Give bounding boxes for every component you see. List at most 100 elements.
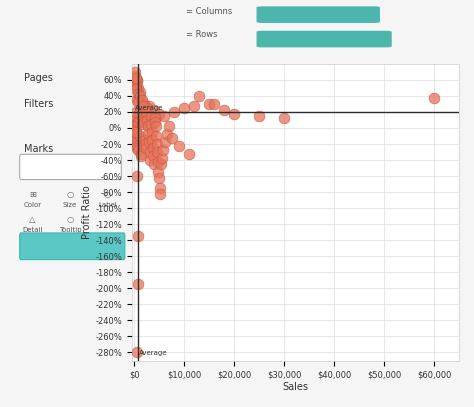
- Point: [143, 109, 150, 115]
- Point: [134, 233, 142, 239]
- Point: [137, 133, 144, 139]
- Point: [135, 85, 142, 91]
- Point: [147, 113, 155, 119]
- Point: [133, 109, 140, 115]
- Point: [160, 147, 167, 154]
- Text: Label: Label: [98, 202, 117, 208]
- Point: [146, 157, 154, 163]
- Point: [131, 69, 139, 75]
- Point: [154, 158, 162, 165]
- Point: [133, 349, 141, 356]
- Text: Average: Average: [135, 105, 164, 111]
- Point: [175, 142, 183, 149]
- Point: [138, 121, 146, 127]
- Point: [161, 113, 168, 119]
- Point: [132, 126, 139, 133]
- Point: [142, 145, 150, 151]
- Point: [134, 173, 141, 179]
- Point: [132, 81, 140, 87]
- Text: ⊞: ⊞: [29, 190, 36, 199]
- Text: △: △: [29, 215, 36, 224]
- Point: [132, 134, 140, 141]
- Point: [144, 123, 152, 130]
- Point: [205, 101, 213, 107]
- Point: [141, 137, 149, 143]
- Point: [181, 105, 188, 111]
- Text: « Circle: « Circle: [54, 157, 86, 166]
- Point: [148, 129, 155, 135]
- Point: [133, 139, 140, 146]
- FancyBboxPatch shape: [256, 7, 380, 23]
- Point: [134, 91, 142, 98]
- Point: [152, 123, 160, 129]
- Point: [140, 118, 147, 125]
- Point: [136, 93, 144, 99]
- Point: [155, 175, 163, 181]
- Text: Color: Color: [24, 202, 42, 208]
- Point: [147, 121, 155, 127]
- Point: [156, 185, 164, 191]
- Text: = Rows: = Rows: [186, 30, 218, 39]
- Point: [281, 115, 288, 122]
- Point: [154, 149, 161, 155]
- Point: [132, 131, 140, 138]
- Text: ○: ○: [66, 215, 73, 224]
- Text: = Columns: = Columns: [186, 7, 232, 16]
- Point: [191, 102, 198, 109]
- Point: [134, 99, 142, 105]
- Point: [171, 109, 178, 115]
- Point: [156, 190, 164, 197]
- Point: [142, 141, 149, 147]
- Point: [255, 113, 263, 119]
- Point: [145, 139, 153, 146]
- Point: [148, 137, 156, 143]
- Point: [139, 102, 146, 109]
- Point: [155, 169, 162, 175]
- Point: [137, 150, 145, 157]
- Point: [162, 139, 169, 146]
- Text: Product Name: Product Name: [36, 240, 103, 249]
- X-axis label: Sales: Sales: [283, 382, 309, 392]
- FancyBboxPatch shape: [256, 31, 392, 47]
- Point: [430, 94, 438, 101]
- Text: AGG(Profit Ratio): AGG(Profit Ratio): [288, 34, 360, 43]
- Point: [137, 89, 144, 95]
- Point: [138, 99, 146, 105]
- Point: [145, 131, 152, 138]
- Point: [135, 115, 143, 122]
- Point: [146, 102, 153, 109]
- Point: [138, 97, 146, 103]
- Point: [131, 117, 138, 123]
- Point: [135, 281, 142, 288]
- Point: [135, 118, 142, 125]
- Point: [133, 97, 140, 103]
- Point: [135, 94, 143, 101]
- Text: Average: Average: [139, 350, 168, 357]
- Y-axis label: Profit Ratio: Profit Ratio: [82, 185, 92, 239]
- Text: ○: ○: [104, 190, 111, 199]
- Text: Size: Size: [63, 202, 77, 208]
- Point: [134, 147, 142, 154]
- Point: [134, 78, 141, 85]
- Point: [132, 129, 139, 135]
- Text: SUM(Sales): SUM(Sales): [294, 9, 342, 18]
- Point: [149, 153, 157, 159]
- Point: [153, 141, 161, 147]
- Point: [135, 110, 143, 117]
- Point: [220, 107, 228, 114]
- Point: [140, 101, 148, 107]
- Text: Filters: Filters: [24, 99, 54, 109]
- Point: [131, 121, 139, 127]
- Point: [158, 155, 165, 162]
- Point: [136, 107, 143, 114]
- Point: [132, 129, 140, 135]
- Point: [153, 133, 160, 139]
- Text: Pages: Pages: [24, 73, 53, 83]
- Point: [133, 77, 141, 83]
- Point: [195, 93, 203, 99]
- Point: [137, 153, 145, 159]
- Point: [185, 150, 193, 157]
- Point: [132, 72, 139, 79]
- FancyBboxPatch shape: [20, 154, 121, 179]
- Point: [157, 161, 164, 167]
